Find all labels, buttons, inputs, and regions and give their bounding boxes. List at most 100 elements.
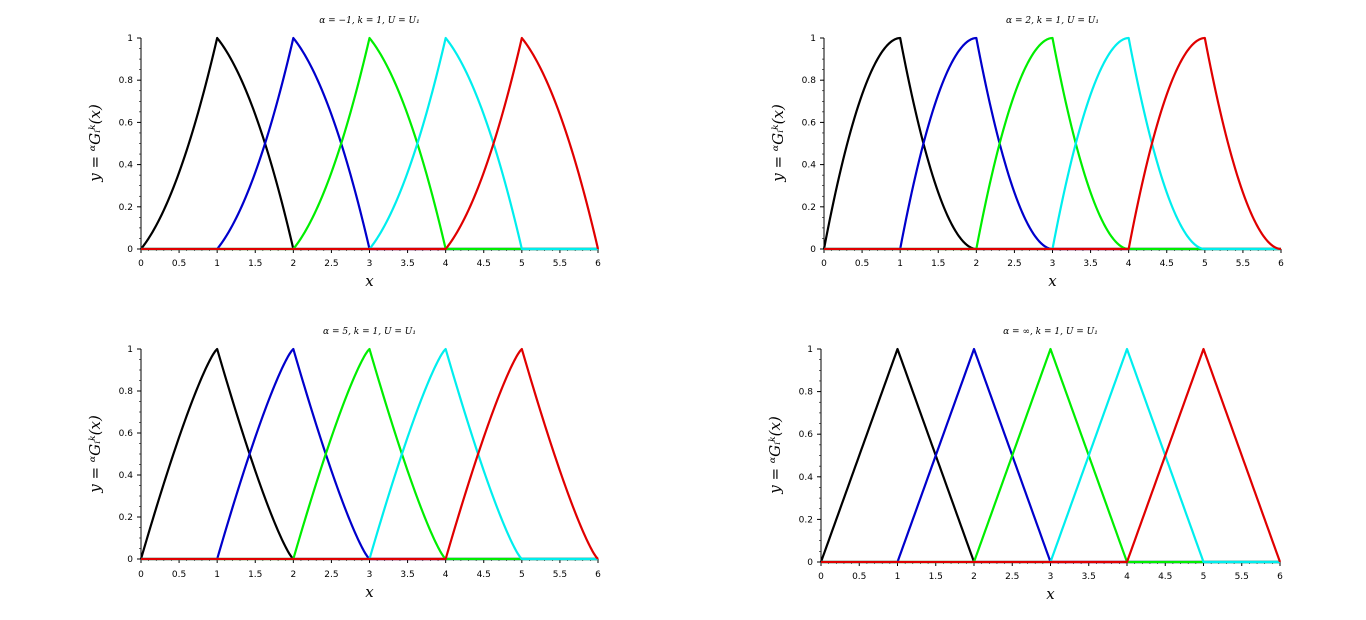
- x-tick-label: 4: [1124, 572, 1130, 582]
- x-tick-label: 0.5: [855, 259, 869, 269]
- x-tick-label: 1.5: [248, 570, 262, 580]
- x-axis-label: x: [1048, 272, 1057, 290]
- y-tick-label: 0.2: [799, 515, 813, 525]
- x-tick-label: 4: [1126, 259, 1132, 269]
- y-tick-label: 0: [127, 555, 133, 565]
- x-tick-label: 5.5: [553, 259, 567, 269]
- chart-title: α = 2, k = 1, U = U₁: [1006, 16, 1099, 26]
- series-line-3: [821, 347, 1280, 564]
- x-tick-label: 5: [519, 570, 525, 580]
- y-tick-label: 0.8: [119, 76, 134, 86]
- series-line-3: [141, 36, 598, 251]
- x-tick-label: 6: [595, 570, 601, 580]
- x-tick-label: 2.5: [324, 259, 338, 269]
- series-line-4: [141, 36, 598, 251]
- y-tick-label: 0.2: [119, 513, 133, 523]
- x-tick-label: 3.5: [400, 259, 414, 269]
- x-tick-label: 0.5: [172, 259, 186, 269]
- x-tick-label: 2.5: [324, 570, 338, 580]
- y-tick-label: 0.8: [802, 76, 817, 86]
- series-line-1: [822, 36, 1281, 251]
- x-axis-label: x: [1046, 585, 1055, 603]
- x-tick-label: 4.5: [477, 259, 491, 269]
- x-tick-label: 0: [821, 259, 827, 269]
- chart-title: α = 5, k = 1, U = U₁: [323, 327, 416, 337]
- y-tick-label: 0.8: [799, 388, 814, 398]
- x-tick-label: 5: [1202, 259, 1208, 269]
- y-tick-label: 0.4: [119, 471, 134, 481]
- x-axis-label: x: [365, 272, 374, 290]
- x-tick-label: 0: [138, 570, 144, 580]
- chart-panel-2: α = 2, k = 1, U = U₁ 0 0.5 1 1.5 2 2.5 3 3.5 4 4.5…: [769, 16, 1284, 290]
- x-tick-label: 3.5: [1083, 259, 1097, 269]
- series-line-1: [139, 347, 598, 561]
- y-tick-label: 0.6: [802, 118, 817, 128]
- x-tick-label: 3: [367, 259, 373, 269]
- y-tick-label: 0.8: [119, 387, 134, 397]
- series-line-2: [141, 36, 598, 251]
- chart-panel-3: α = 5, k = 1, U = U₁ 0 0.5 1 1.5 2 2.5 3 3.5 4 4.5…: [86, 327, 601, 601]
- y-tick-label: 0.4: [802, 161, 817, 171]
- series-line-3: [824, 36, 1281, 251]
- x-tick-label: 0.5: [172, 570, 186, 580]
- x-tick-label: 0: [818, 572, 824, 582]
- series-line-2: [824, 36, 1281, 251]
- y-axis-label: y = ᵅGᵢᵏ(x): [86, 415, 104, 494]
- x-tick-label: 5: [519, 259, 525, 269]
- y-tick-label: 0.6: [119, 118, 134, 128]
- x-tick-label: 4: [443, 570, 449, 580]
- x-tick-label: 3.5: [400, 570, 414, 580]
- y-axis-label: y = ᵅGᵢᵏ(x): [766, 416, 784, 495]
- x-tick-label: 5.5: [1236, 259, 1250, 269]
- x-tick-label: 4: [443, 259, 449, 269]
- x-tick-label: 2.5: [1007, 259, 1021, 269]
- x-tick-label: 6: [595, 259, 601, 269]
- x-tick-label: 1.5: [248, 259, 262, 269]
- x-tick-label: 2: [973, 259, 979, 269]
- x-tick-label: 1: [895, 572, 901, 582]
- x-tick-label: 2: [971, 572, 977, 582]
- series-line-5: [824, 36, 1282, 251]
- x-tick-label: 1: [214, 570, 220, 580]
- y-tick-label: 0.6: [799, 430, 814, 440]
- chart-panel-1: α = −1, k = 1, U = U₁ 0 0.5 1 1.5 2 2.5 3 3.5 4 4.…: [86, 16, 601, 290]
- x-tick-label: 3: [1048, 572, 1054, 582]
- x-axis-label: x: [365, 583, 374, 601]
- series-line-4: [821, 347, 1280, 564]
- x-tick-label: 4.5: [1158, 572, 1172, 582]
- series-line-4: [141, 347, 598, 561]
- x-tick-label: 4.5: [477, 570, 491, 580]
- x-tick-label: 0: [138, 259, 144, 269]
- series-line-1: [819, 347, 1280, 564]
- series-line-2: [141, 347, 598, 561]
- y-tick-label: 0: [127, 245, 133, 255]
- x-tick-label: 3: [367, 570, 373, 580]
- y-tick-label: 0.4: [799, 473, 814, 483]
- x-tick-label: 6: [1277, 572, 1283, 582]
- y-tick-label: 1: [127, 345, 133, 355]
- series-line-4: [824, 36, 1281, 251]
- series-line-3: [141, 347, 598, 561]
- x-tick-label: 5.5: [1235, 572, 1249, 582]
- y-tick-label: 0: [810, 245, 816, 255]
- x-tick-label: 1.5: [931, 259, 945, 269]
- y-tick-label: 1: [807, 345, 813, 355]
- y-tick-label: 0.2: [119, 203, 133, 213]
- x-tick-label: 2.5: [1005, 572, 1019, 582]
- series-line-5: [821, 347, 1282, 564]
- y-tick-label: 0.4: [119, 161, 134, 171]
- chart-panel-4: α = ∞, k = 1, U = U₁ 0 0.5 1 1.5 2 2.5 3 3.5 4 4.5…: [766, 327, 1283, 603]
- y-tick-label: 0: [807, 558, 813, 568]
- x-tick-label: 6: [1278, 259, 1284, 269]
- x-tick-label: 1.5: [929, 572, 943, 582]
- chart-title: α = ∞, k = 1, U = U₁: [1003, 327, 1098, 337]
- series-line-2: [821, 347, 1280, 564]
- x-tick-label: 1: [214, 259, 220, 269]
- y-tick-label: 1: [127, 34, 133, 44]
- chart-title: α = −1, k = 1, U = U₁: [319, 16, 420, 26]
- y-tick-label: 1: [810, 34, 816, 44]
- x-tick-label: 1: [897, 259, 903, 269]
- x-tick-label: 0.5: [852, 572, 866, 582]
- y-tick-label: 0.2: [802, 203, 816, 213]
